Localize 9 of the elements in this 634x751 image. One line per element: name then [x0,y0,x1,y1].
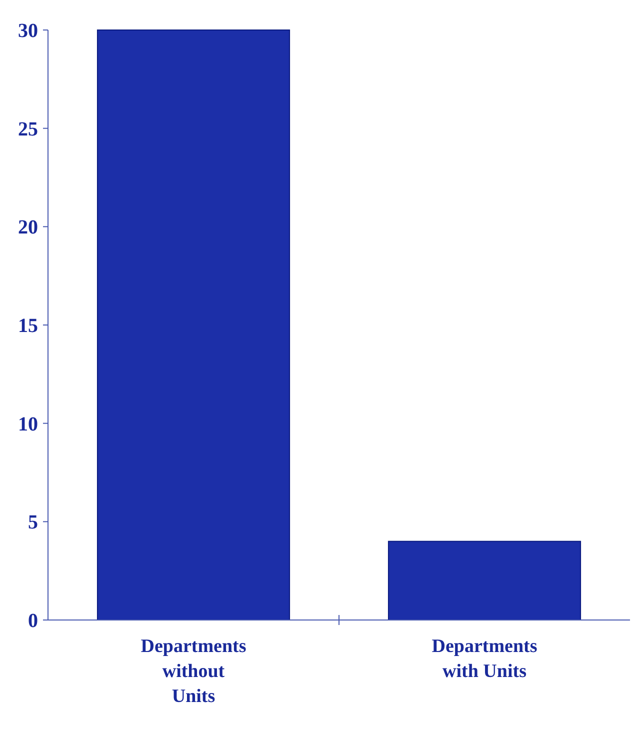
y-tick-label: 25 [18,118,38,140]
y-tick-label: 10 [18,413,38,436]
x-tick-label: Departments without Units [140,636,246,707]
x-tick-label: Departments with Units [432,636,538,682]
y-tick-label: 20 [18,216,38,239]
y-tick-label: 30 [18,20,38,42]
y-tick-label: 5 [28,512,38,534]
y-tick-label: 0 [28,610,38,632]
y-tick-label: 15 [18,315,38,337]
